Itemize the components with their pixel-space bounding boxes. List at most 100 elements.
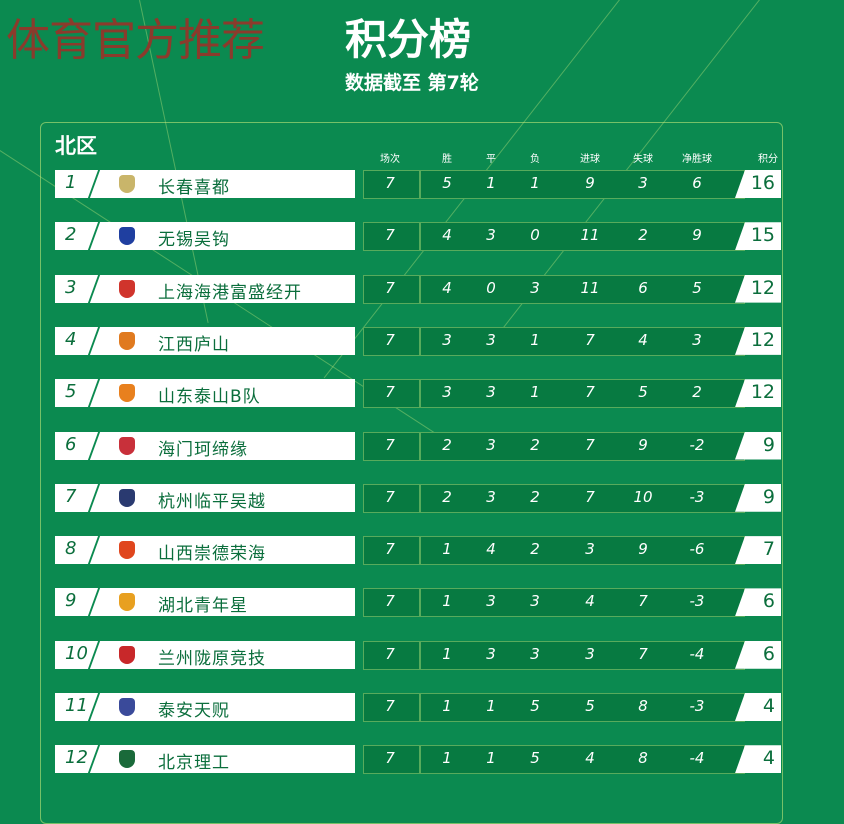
stat-gd: -3 (689, 592, 705, 611)
stats-cell (363, 640, 745, 670)
rank: 1 (65, 172, 77, 193)
stat-ga: 9 (638, 435, 648, 454)
stat-played: 7 (385, 644, 395, 663)
team-logo-icon (119, 645, 135, 664)
stat-won: 2 (442, 487, 452, 506)
team-logo-icon (119, 750, 135, 769)
rank: 11 (65, 695, 88, 716)
divider (87, 431, 101, 460)
points-cell: 12 (735, 379, 781, 408)
stat-ga: 9 (638, 540, 648, 559)
team-cell: 11 泰安天贶 (55, 693, 355, 721)
stat-won: 4 (442, 278, 452, 297)
stat-played: 7 (385, 330, 395, 349)
points: 4 (762, 695, 775, 717)
stat-gf: 7 (585, 383, 595, 402)
stat-lost: 2 (530, 540, 540, 559)
points: 7 (762, 538, 775, 561)
stat-ga: 7 (638, 644, 648, 663)
column-header: 积分 (758, 154, 778, 165)
stat-lost: 3 (530, 278, 540, 297)
stat-gf: 11 (580, 226, 600, 245)
team-name: 长春喜都 (158, 178, 230, 198)
team-name: 兰州陇原竞技 (158, 648, 266, 669)
stat-lost: 3 (530, 592, 540, 611)
points: 9 (762, 433, 775, 456)
points: 6 (762, 642, 775, 665)
stats-cell (363, 693, 745, 722)
stat-gf: 4 (585, 592, 595, 611)
team-cell: 6 海门珂缔缘 (55, 431, 355, 460)
stat-drawn: 3 (486, 226, 496, 245)
table-row: 5 山东泰山B队 7 3 3 1 7 5 2 12 (0, 379, 844, 409)
points: 9 (762, 485, 775, 508)
rank: 2 (65, 224, 77, 246)
team-logo-icon (119, 279, 135, 298)
team-logo-icon (119, 436, 135, 455)
rank: 9 (65, 590, 77, 612)
team-logo-icon (119, 227, 135, 246)
team-name: 杭州临平吴越 (158, 491, 266, 512)
stat-drawn: 1 (486, 174, 496, 192)
stat-gf: 7 (585, 487, 595, 506)
stats-cell (363, 745, 745, 775)
team-logo-icon (119, 384, 135, 403)
stat-drawn: 3 (486, 435, 496, 454)
stat-gf: 3 (585, 644, 595, 663)
stat-lost: 1 (530, 330, 540, 349)
team-name: 海门珂缔缘 (158, 439, 248, 460)
rank: 4 (65, 328, 77, 350)
divider (419, 641, 421, 669)
stat-played: 7 (385, 383, 395, 402)
team-name: 泰安天贶 (158, 701, 230, 721)
stat-ga: 5 (638, 383, 648, 402)
divider (87, 693, 101, 721)
team-name: 上海海港富盛经开 (158, 282, 302, 303)
divider (419, 327, 421, 355)
stat-ga: 7 (638, 592, 648, 611)
stat-gd: -4 (689, 749, 705, 768)
table-row: 9 湖北青年星 7 1 3 3 4 7 -3 6 (0, 588, 844, 618)
points-cell: 12 (735, 326, 781, 355)
divider (87, 745, 101, 774)
stat-lost: 5 (530, 749, 540, 768)
stat-played: 7 (385, 278, 395, 297)
stat-gd: 5 (692, 278, 702, 297)
divider (87, 222, 101, 251)
divider (87, 170, 101, 198)
rank: 5 (65, 381, 77, 403)
table-row: 2 无锡吴钩 7 4 3 0 11 2 9 15 (0, 222, 844, 252)
stat-gd: 2 (692, 383, 702, 402)
divider (87, 379, 101, 408)
stat-ga: 4 (638, 330, 648, 349)
divider (87, 536, 101, 565)
stat-gf: 3 (585, 540, 595, 559)
stat-lost: 3 (530, 644, 540, 663)
stat-gf: 5 (585, 697, 595, 715)
points: 16 (750, 172, 775, 194)
team-logo-icon (119, 331, 135, 350)
stat-drawn: 1 (486, 749, 496, 768)
page-title: 积分榜 (345, 15, 472, 64)
stat-drawn: 4 (486, 540, 496, 559)
rank: 3 (65, 276, 77, 298)
points: 12 (750, 381, 775, 404)
divider (87, 588, 101, 617)
stat-ga: 10 (633, 487, 653, 506)
stat-won: 3 (442, 383, 452, 402)
stat-gf: 9 (585, 174, 595, 192)
stat-drawn: 1 (486, 697, 496, 715)
stat-gd: -2 (689, 435, 705, 454)
stat-won: 1 (442, 644, 452, 663)
team-name: 江西庐山 (158, 334, 230, 355)
stat-gd: -3 (689, 487, 705, 506)
stats-cell (363, 222, 745, 252)
divider (419, 223, 421, 251)
team-cell: 7 杭州临平吴越 (55, 483, 355, 512)
stat-won: 1 (442, 697, 452, 715)
stat-gf: 7 (585, 330, 595, 349)
divider (419, 537, 421, 565)
stat-ga: 3 (638, 174, 648, 192)
stat-gf: 7 (585, 435, 595, 454)
team-name: 山西崇德荣海 (158, 544, 266, 565)
